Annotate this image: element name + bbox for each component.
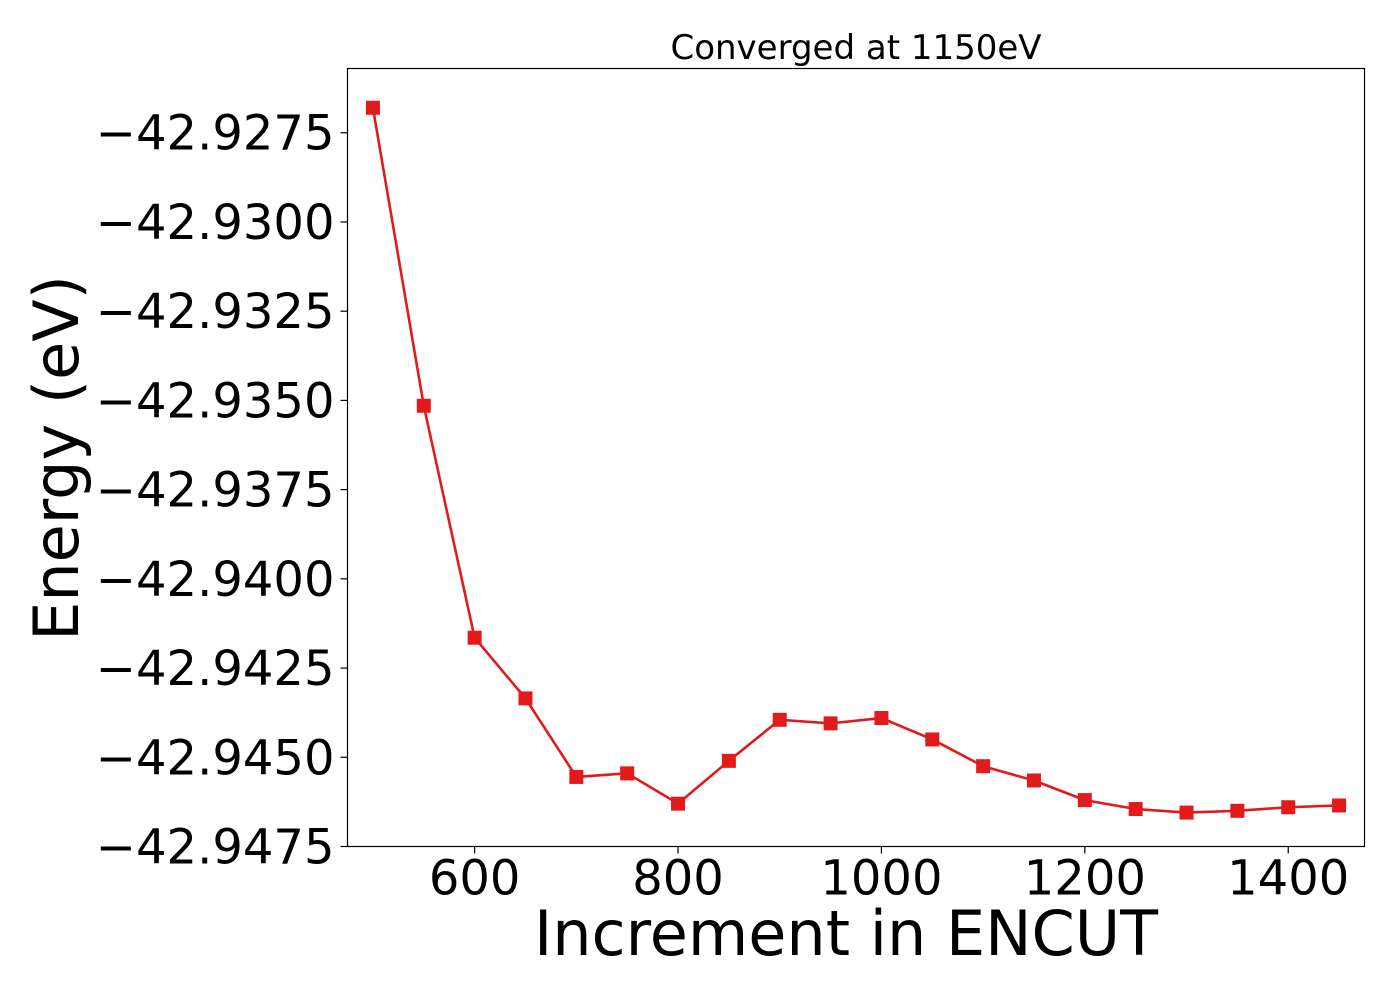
x-axis-label: Increment in ENCUT xyxy=(534,897,1159,970)
data-point-marker xyxy=(671,796,686,811)
data-point-marker xyxy=(569,769,584,784)
series-layer xyxy=(365,100,1347,820)
data-point-marker xyxy=(772,712,787,727)
chart-title: Converged at 1150eV xyxy=(670,28,1041,68)
y-tick-label: −42.9325 xyxy=(96,284,335,340)
data-point-marker xyxy=(1128,802,1143,817)
data-point-marker xyxy=(620,766,635,781)
x-tick-label: 600 xyxy=(429,851,521,907)
plot-frame xyxy=(346,67,1366,848)
x-axis-ticks: 600 800 1000 1200 1400 xyxy=(429,846,1349,907)
y-tick-label: −42.9350 xyxy=(96,373,335,429)
data-point-marker xyxy=(365,100,380,115)
y-tick-label: −42.9425 xyxy=(96,641,335,697)
series-line xyxy=(371,107,1340,814)
y-tick-label: −42.9275 xyxy=(96,106,335,162)
y-tick-label: −42.9475 xyxy=(96,820,335,876)
x-tick-label: 1400 xyxy=(1227,851,1349,907)
data-point-marker xyxy=(721,753,736,768)
data-point-marker xyxy=(1281,800,1296,815)
data-point-marker xyxy=(976,759,991,774)
data-point-marker xyxy=(925,732,940,747)
data-point-marker xyxy=(823,716,838,731)
data-point-marker xyxy=(1230,803,1245,818)
data-point-marker xyxy=(1077,793,1092,808)
x-tick-label: 1000 xyxy=(820,851,942,907)
data-point-marker xyxy=(416,398,431,413)
x-tick-label: 800 xyxy=(632,851,724,907)
y-tick-label: −42.9400 xyxy=(96,552,335,608)
data-point-marker xyxy=(467,630,482,645)
y-tick-label: −42.9300 xyxy=(96,195,335,251)
y-axis-ticks: −42.9475 −42.9450 −42.9425 −42.9400 −42.9375… xyxy=(96,106,348,876)
y-axis-label: Energy (eV) xyxy=(20,275,93,641)
x-tick-label: 1200 xyxy=(1024,851,1146,907)
data-point-marker xyxy=(1026,773,1041,788)
data-point-marker xyxy=(1179,805,1194,820)
data-point-marker xyxy=(518,691,533,706)
y-tick-label: −42.9450 xyxy=(96,730,335,786)
data-point-marker xyxy=(874,711,889,726)
data-point-marker xyxy=(1332,798,1347,813)
y-tick-label: −42.9375 xyxy=(96,463,335,519)
